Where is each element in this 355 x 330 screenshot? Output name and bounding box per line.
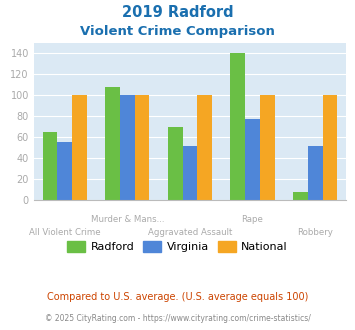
- Legend: Radford, Virginia, National: Radford, Virginia, National: [63, 237, 292, 257]
- Bar: [120, 95, 135, 200]
- Bar: [230, 53, 245, 200]
- Text: Violent Crime Comparison: Violent Crime Comparison: [80, 25, 275, 38]
- Text: Robbery: Robbery: [297, 228, 333, 237]
- Text: All Violent Crime: All Violent Crime: [29, 228, 100, 237]
- Bar: [323, 95, 337, 200]
- Bar: [182, 147, 197, 200]
- Text: Aggravated Assault: Aggravated Assault: [148, 228, 232, 237]
- Text: Murder & Mans...: Murder & Mans...: [91, 214, 164, 223]
- Text: 2019 Radford: 2019 Radford: [122, 5, 233, 20]
- Bar: [57, 142, 72, 200]
- Bar: [245, 119, 260, 200]
- Text: © 2025 CityRating.com - https://www.cityrating.com/crime-statistics/: © 2025 CityRating.com - https://www.city…: [45, 314, 310, 323]
- Bar: [308, 147, 323, 200]
- Text: Rape: Rape: [242, 214, 263, 223]
- Bar: [293, 192, 308, 200]
- Bar: [197, 95, 212, 200]
- Bar: [72, 95, 87, 200]
- Bar: [43, 132, 57, 200]
- Bar: [168, 126, 182, 200]
- Bar: [135, 95, 149, 200]
- Bar: [105, 87, 120, 200]
- Text: Compared to U.S. average. (U.S. average equals 100): Compared to U.S. average. (U.S. average …: [47, 292, 308, 302]
- Bar: [260, 95, 275, 200]
